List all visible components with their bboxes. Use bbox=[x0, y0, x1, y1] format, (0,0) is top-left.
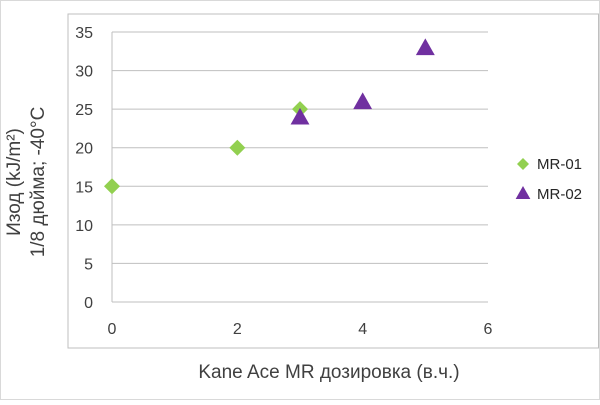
y-tick-label-25: 25 bbox=[75, 102, 93, 119]
y-axis-title-line1: Изод (kJ/m²) bbox=[4, 128, 25, 236]
y-tick-label-35: 35 bbox=[75, 25, 93, 42]
point-mr-01-0 bbox=[104, 178, 120, 195]
y-tick-label-10: 10 bbox=[75, 218, 93, 235]
legend-marker-mr-01 bbox=[517, 158, 529, 170]
x-tick-label-2: 2 bbox=[233, 321, 242, 338]
point-mr-02-2 bbox=[415, 38, 435, 56]
data-points bbox=[104, 38, 435, 195]
x-tick-label-0: 0 bbox=[108, 321, 117, 338]
y-tick-label-0: 0 bbox=[84, 295, 93, 312]
y-axis-title-line2: 1/8 дюйма; -40°C bbox=[28, 107, 49, 258]
x-axis-ticks: 0 2 4 6 bbox=[108, 321, 493, 338]
y-tick-label-30: 30 bbox=[75, 64, 93, 81]
legend-marker-mr-02 bbox=[515, 186, 531, 199]
x-tick-label-4: 4 bbox=[358, 321, 367, 338]
plot-area bbox=[67, 13, 599, 349]
y-tick-label-20: 20 bbox=[75, 141, 93, 158]
legend-label-mr-01: MR-01 bbox=[537, 156, 582, 173]
legend-label-mr-02: MR-02 bbox=[537, 186, 582, 203]
point-mr-02-0 bbox=[290, 107, 310, 125]
y-tick-label-15: 15 bbox=[75, 179, 93, 196]
point-mr-02-1 bbox=[353, 92, 373, 110]
gridlines bbox=[111, 31, 488, 303]
plot-area-border bbox=[67, 13, 599, 349]
y-tick-label-5: 5 bbox=[84, 256, 93, 273]
x-axis-title: Kane Ace MR дозировка (в.ч.) bbox=[198, 362, 459, 383]
legend: MR-01 MR-02 bbox=[515, 156, 582, 203]
x-tick-label-6: 6 bbox=[484, 321, 493, 338]
point-mr-01-1 bbox=[229, 139, 246, 156]
y-axis-ticks: 0 5 10 15 20 25 30 35 bbox=[75, 25, 93, 312]
